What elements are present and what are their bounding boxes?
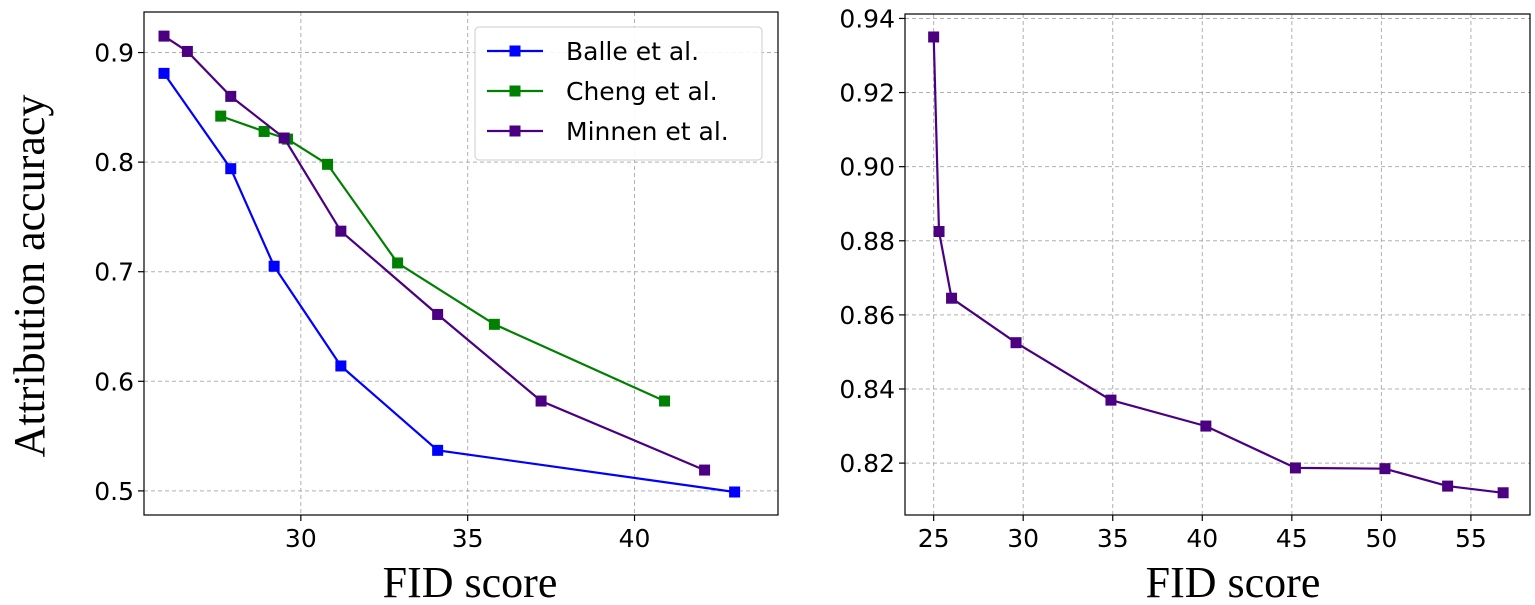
- data-point-marker: [322, 158, 334, 170]
- data-point-marker: [933, 226, 945, 238]
- legend-marker: [509, 125, 521, 137]
- data-point-marker: [278, 132, 290, 144]
- data-point-marker: [268, 260, 280, 272]
- y-tick-label: 0.8: [94, 148, 134, 177]
- data-point-marker: [181, 45, 193, 57]
- x-tick-label: 40: [1186, 524, 1218, 553]
- x-tick-label: 35: [452, 524, 484, 553]
- legend: Balle et al. Cheng et al. Minnen et al.: [474, 26, 763, 161]
- data-point-marker: [1289, 462, 1301, 474]
- series-line: [163, 35, 706, 472]
- legend-label: Minnen et al.: [566, 117, 729, 146]
- data-point-marker: [928, 31, 940, 43]
- right-chart: FID score 25 30 35 40 45 50 55 0.82 0.84 0.86 0.88…: [839, 4, 1531, 605]
- x-axis-label: FID score: [383, 558, 558, 605]
- y-tick-label: 0.82: [839, 449, 895, 478]
- x-tick-label: 45: [1276, 524, 1308, 553]
- y-tick-label: 0.9: [94, 39, 134, 68]
- data-point-marker: [432, 444, 444, 456]
- data-point-marker: [699, 464, 711, 476]
- legend-marker: [509, 85, 521, 97]
- data-point-marker: [432, 308, 444, 320]
- x-tick-label: 25: [918, 524, 950, 553]
- legend-label: Balle et al.: [566, 37, 699, 66]
- legend-marker: [509, 45, 521, 57]
- data-point-marker: [392, 257, 404, 269]
- data-point-marker: [1442, 480, 1454, 492]
- data-point-marker: [946, 292, 958, 304]
- x-tick-label: 55: [1455, 524, 1487, 553]
- y-tick-label: 0.92: [839, 79, 895, 108]
- y-tick-label: 0.88: [839, 227, 895, 256]
- series-line: [163, 72, 735, 494]
- data-point-marker: [225, 163, 237, 175]
- y-tick-label: 0.86: [839, 301, 895, 330]
- plot-frame: [904, 13, 1531, 516]
- legend-label: Cheng et al.: [566, 77, 718, 106]
- y-tick-label: 0.6: [94, 367, 134, 396]
- x-tick-label: 50: [1365, 524, 1397, 553]
- data-point-marker: [1379, 463, 1391, 475]
- data-point-marker: [335, 360, 347, 372]
- y-tick-label: 0.7: [94, 258, 134, 287]
- data-point-marker: [1105, 394, 1117, 406]
- data-point-marker: [1010, 337, 1022, 349]
- data-point-marker: [1497, 487, 1509, 499]
- y-tick-label: 0.94: [839, 4, 895, 33]
- x-axis-label: FID score: [1146, 558, 1321, 605]
- data-point-marker: [258, 125, 270, 137]
- y-tick-label: 0.84: [839, 375, 895, 404]
- x-tick-label: 40: [619, 524, 651, 553]
- data-point-marker: [535, 395, 547, 407]
- data-point-marker: [158, 67, 170, 79]
- x-tick-label: 30: [285, 524, 317, 553]
- data-point-marker: [1200, 420, 1212, 432]
- data-point-marker: [225, 90, 237, 102]
- data-point-marker: [659, 395, 671, 407]
- data-point-marker: [335, 225, 347, 237]
- y-tick-label: 0.90: [839, 153, 895, 182]
- data-point-marker: [215, 110, 227, 122]
- data-point-marker: [158, 30, 170, 42]
- plot-frame: [143, 11, 779, 516]
- data-point-marker: [729, 486, 741, 498]
- x-tick-label: 30: [1007, 524, 1039, 553]
- left-chart: Attribution accuracy FID score 30 35 40 0.5…: [5, 11, 779, 605]
- data-point-marker: [488, 318, 500, 330]
- x-tick-label: 35: [1097, 524, 1129, 553]
- series-line: [932, 36, 1504, 494]
- y-axis-label: Attribution accuracy: [5, 95, 54, 458]
- legend-box: [474, 26, 763, 161]
- y-tick-label: 0.5: [94, 477, 134, 506]
